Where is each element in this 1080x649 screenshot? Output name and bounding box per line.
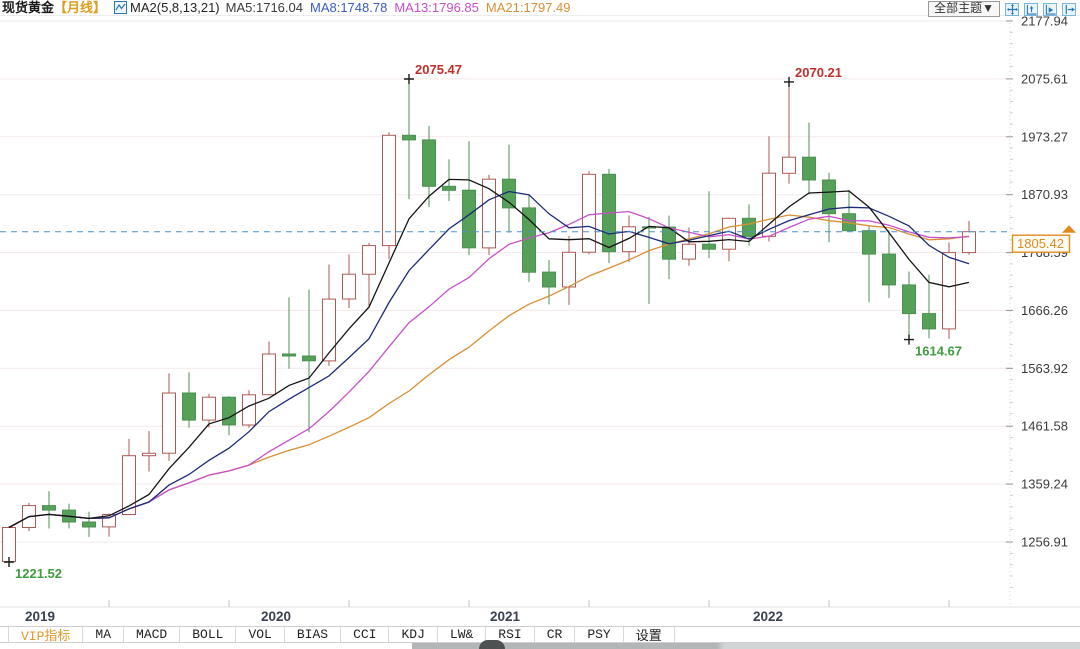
ma21-value: MA21:1797.49 (485, 0, 571, 15)
ma5-value: MA5:1716.04 (225, 0, 303, 15)
MA21-line (8, 214, 970, 529)
svg-text:1563.92: 1563.92 (1021, 361, 1068, 376)
svg-text:1666.26: 1666.26 (1021, 303, 1068, 318)
indicator-toolbar: VIP指标 MA MACD BOLL VOL BIAS CCI KDJ LW& RSI CR PSY 设… (0, 626, 1080, 644)
svg-text:2075.47: 2075.47 (415, 62, 462, 77)
tab-BIAS[interactable]: BIAS (285, 627, 342, 642)
tab-MACD[interactable]: MACD (124, 627, 181, 642)
svg-text:2075.61: 2075.61 (1021, 71, 1068, 86)
ma-lines (8, 178, 970, 529)
tab-VIP指标[interactable]: VIP指标 (9, 627, 84, 644)
go-to-latest-icon[interactable] (1062, 2, 1076, 16)
tab-KDJ[interactable]: KDJ (389, 627, 438, 642)
crosshair-move-icon[interactable] (1005, 2, 1019, 16)
tab-CCI[interactable]: CCI (341, 627, 390, 642)
svg-text:1973.27: 1973.27 (1021, 129, 1068, 144)
tab-设置[interactable]: 设置 (624, 627, 675, 644)
current-price-tag: 1805.42 (1011, 225, 1076, 253)
y-axis: 2177.942075.611973.271870.931768.591666.… (0, 14, 1068, 607)
svg-text:2020: 2020 (261, 609, 291, 624)
svg-text:1870.93: 1870.93 (1021, 187, 1068, 202)
MA8-line (8, 190, 970, 529)
taskbar-peek-strip (412, 643, 1080, 649)
tab-BOLL[interactable]: BOLL (180, 627, 237, 642)
candles (2, 79, 976, 563)
theme-dropdown[interactable]: 全部主题▼ (928, 1, 1000, 17)
tab-PSY[interactable]: PSY (575, 627, 624, 642)
tab-MA[interactable]: MA (83, 627, 125, 642)
chart-header: 现货黄金 【月线】 MA2(5,8,13,21) MA5:1716.04 MA8… (0, 0, 1080, 17)
tab-RSI[interactable]: RSI (486, 627, 535, 642)
svg-text:1221.52: 1221.52 (15, 566, 62, 581)
candlestick-legend-icon (114, 1, 128, 14)
extreme-annotations: 2075.47 2070.21 1221.52 1614.67 (4, 62, 962, 581)
taskbar-peek-handle[interactable] (479, 640, 505, 649)
candlestick-chart[interactable]: 2177.942075.611973.271870.931768.591666.… (0, 0, 1080, 626)
toolbar-lead-divider (0, 627, 9, 642)
ma8-value: MA8:1748.78 (309, 0, 388, 15)
tab-LW&[interactable]: LW& (438, 627, 487, 642)
svg-text:1614.67: 1614.67 (915, 344, 962, 359)
svg-text:1805.42: 1805.42 (1017, 236, 1064, 251)
svg-text:1359.24: 1359.24 (1021, 477, 1068, 492)
svg-text:2021: 2021 (490, 609, 521, 624)
x-axis: 2019 2020 2021 2022 (0, 600, 1080, 624)
ma-group-label: MA2(5,8,13,21) (130, 0, 220, 15)
MA5-line (8, 178, 970, 529)
tab-VOL[interactable]: VOL (236, 627, 285, 642)
svg-text:2019: 2019 (25, 609, 55, 624)
fit-vertical-icon[interactable] (1024, 2, 1038, 16)
svg-text:2022: 2022 (753, 609, 783, 624)
ma13-value: MA13:1796.85 (394, 0, 479, 15)
svg-text:1461.58: 1461.58 (1021, 419, 1068, 434)
tab-CR[interactable]: CR (535, 627, 576, 642)
timeframe-label: 【月线】 (54, 0, 107, 15)
svg-text:2177.94: 2177.94 (1021, 14, 1068, 29)
svg-text:1256.91: 1256.91 (1021, 535, 1068, 550)
svg-text:2070.21: 2070.21 (795, 65, 842, 80)
play-forward-icon[interactable] (1043, 2, 1057, 16)
symbol-name: 现货黄金 (2, 0, 55, 15)
MA13-line (8, 210, 970, 529)
